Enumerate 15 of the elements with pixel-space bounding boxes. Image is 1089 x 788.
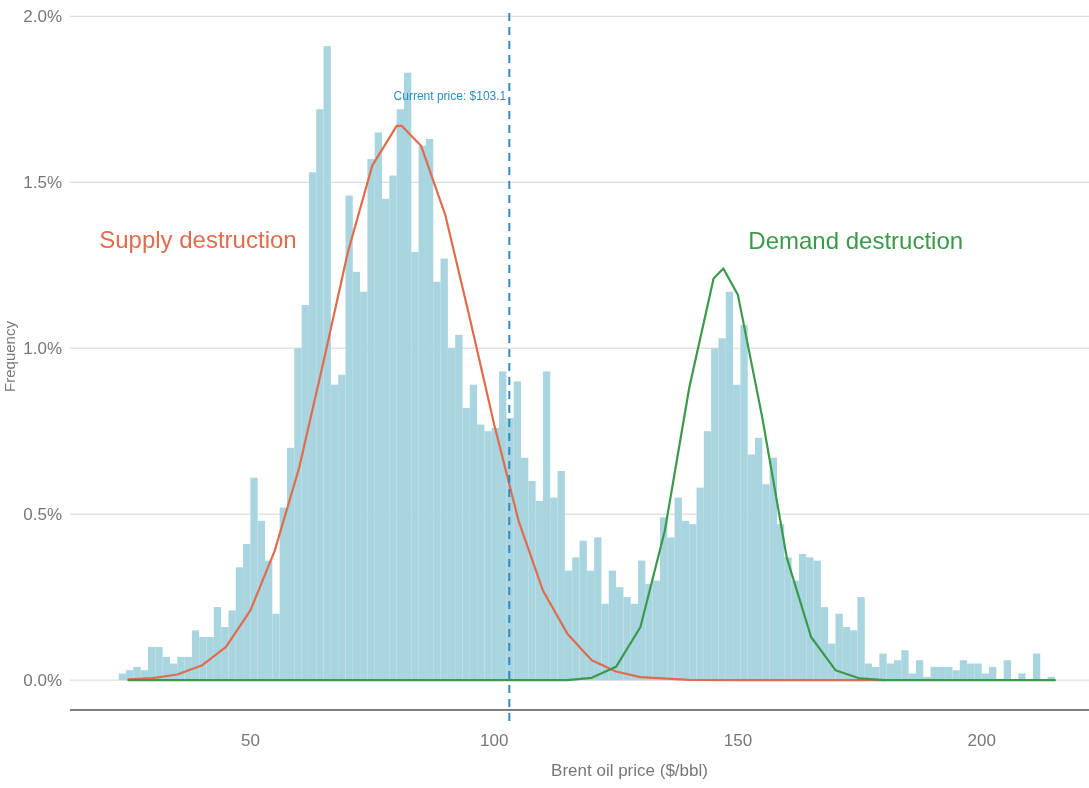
- x-tick-label: 200: [967, 731, 996, 750]
- x-tick-label: 50: [240, 731, 260, 750]
- y-tick-label: 1.0%: [23, 339, 62, 359]
- x-axis-title: Brent oil price ($/bbl): [551, 761, 708, 780]
- series-label: Demand destruction: [748, 226, 964, 254]
- y-tick-label: 1.5%: [23, 173, 62, 193]
- y-axis-title: Frequency: [1, 320, 18, 392]
- x-tick-label: 100: [479, 731, 509, 750]
- y-tick-label: 0.0%: [23, 671, 62, 691]
- x-tick-label: 150: [723, 731, 753, 750]
- ref-line-label: Current price: $103.1: [393, 89, 507, 103]
- line-series: [127, 267, 1056, 682]
- y-tick-label: 0.5%: [23, 505, 62, 525]
- text: Supply destruction: [99, 225, 297, 253]
- y-tick-label: 2.0%: [23, 7, 62, 27]
